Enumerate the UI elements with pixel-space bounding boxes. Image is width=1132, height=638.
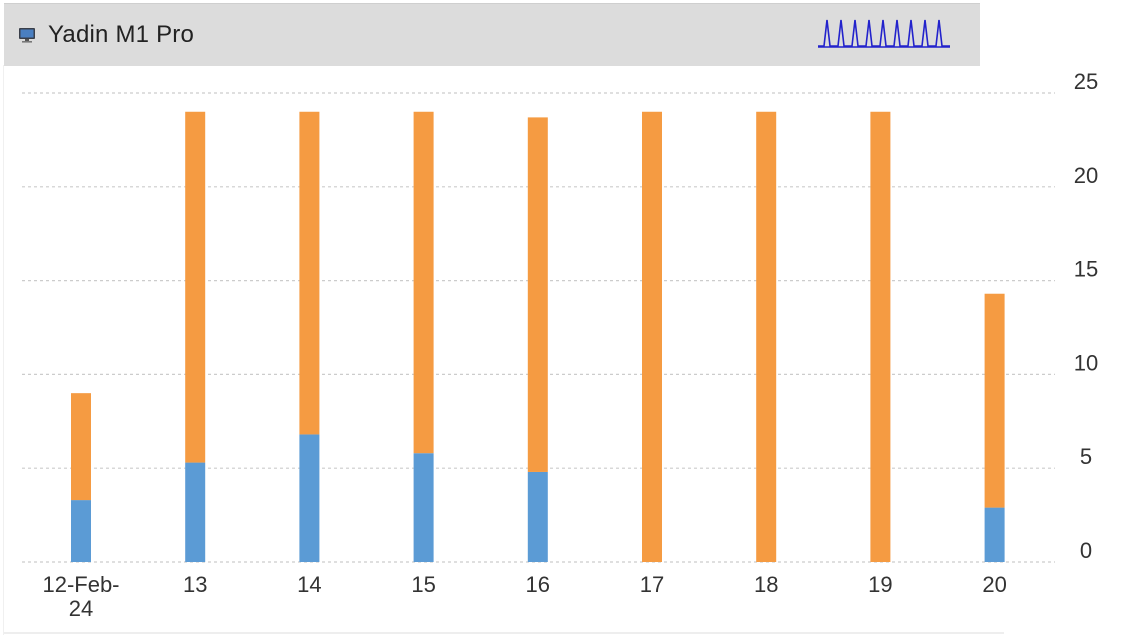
x-tick-label: 15	[411, 572, 435, 597]
x-tick-label: 12-Feb-	[42, 572, 119, 597]
bar-segment-orange	[984, 293, 1005, 508]
x-tick-label: 18	[754, 572, 778, 597]
bar-segment-orange	[299, 111, 320, 435]
bar-segment-orange	[642, 111, 662, 562]
bar-segment-orange	[185, 111, 206, 463]
sparkline-thumbnail[interactable]	[814, 12, 954, 52]
x-tick-label: 19	[868, 572, 892, 597]
bar-segment-orange	[413, 111, 434, 454]
bar-segment-orange	[71, 393, 91, 501]
x-tick-label: 16	[526, 572, 550, 597]
y-tick-label: 10	[1074, 350, 1098, 375]
bar-segment-blue	[984, 507, 1005, 562]
x-tick-label: 17	[640, 572, 664, 597]
y-tick-label: 25	[1074, 69, 1098, 94]
y-tick-label: 0	[1080, 538, 1092, 563]
bar-segment-blue	[299, 434, 320, 562]
sparkline-path	[818, 19, 950, 47]
x-tick-label: 13	[183, 572, 207, 597]
bar-segment-blue	[527, 471, 548, 562]
y-tick-label: 20	[1074, 163, 1098, 188]
bar-segment-blue	[413, 453, 434, 562]
panel-left-border	[3, 65, 4, 635]
bar-segment-blue	[71, 500, 91, 562]
bar-segment-orange	[527, 117, 548, 472]
x-tick-label: 20	[982, 572, 1006, 597]
x-tick-label: 24	[69, 596, 93, 621]
bar-segment-orange	[756, 111, 777, 562]
y-tick-label: 5	[1080, 444, 1092, 469]
panel-bottom-border	[4, 632, 1004, 634]
y-tick-label: 15	[1074, 257, 1098, 282]
bar-segment-orange	[870, 111, 891, 562]
bar-segment-blue	[185, 462, 206, 562]
x-tick-label: 14	[297, 572, 321, 597]
panel-title: Yadin M1 Pro	[48, 21, 195, 48]
monitor-icon	[19, 28, 35, 43]
panel-header: Yadin M1 Pro	[4, 3, 980, 66]
